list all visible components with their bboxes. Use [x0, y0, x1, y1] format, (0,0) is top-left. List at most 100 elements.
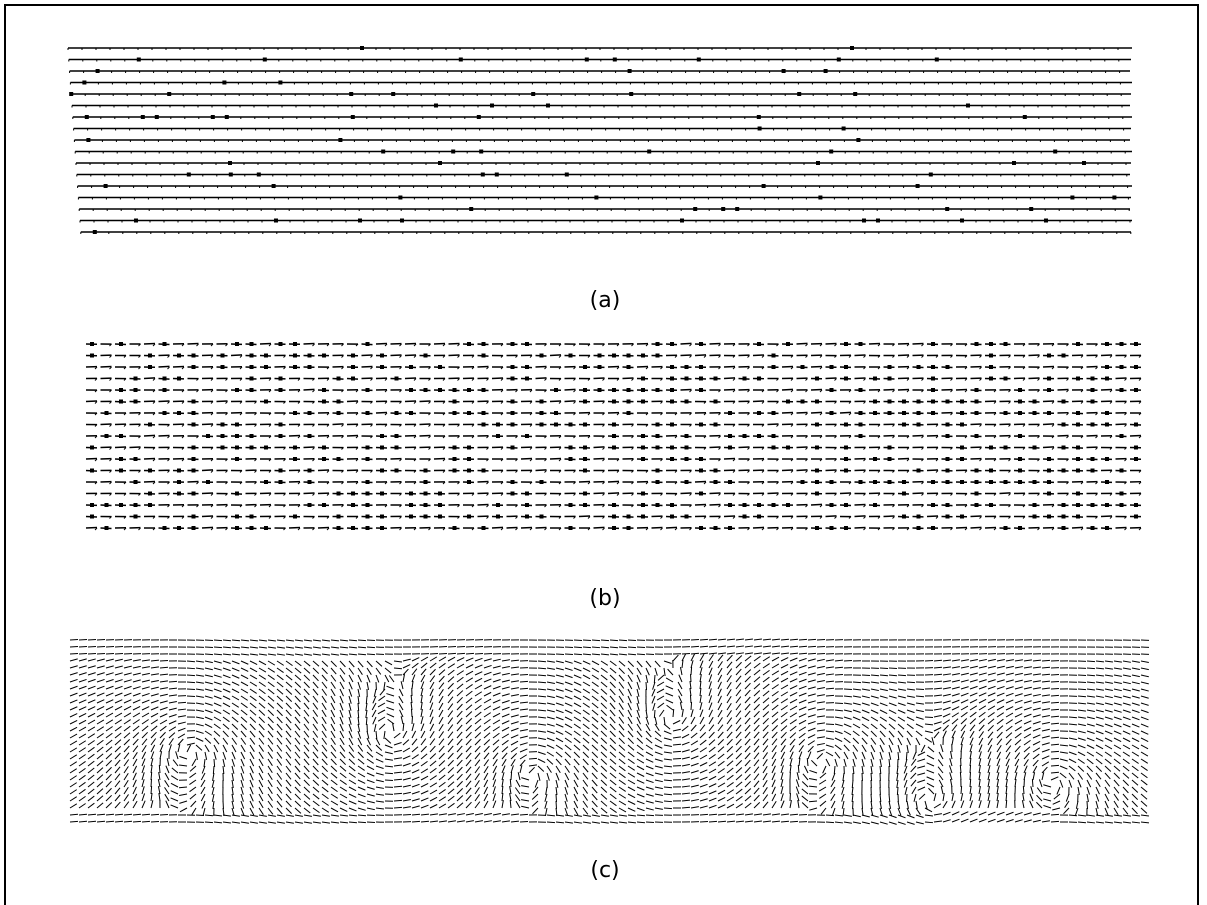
vector-head: [1124, 401, 1127, 404]
vector-head: [210, 447, 214, 450]
flow-vector: [573, 646, 583, 649]
panel-c: [60, 628, 1160, 843]
flow-vector: [699, 667, 703, 676]
flow-vector: [1014, 699, 1023, 704]
vector-dot: [974, 342, 979, 346]
vector-head: [921, 447, 924, 450]
vector-head: [660, 401, 663, 404]
flow-vector: [679, 667, 683, 676]
flow-vector: [618, 681, 625, 689]
vector-head: [718, 447, 721, 450]
flow-vector: [357, 695, 360, 704]
vector-head: [776, 470, 779, 473]
vector-head: [384, 504, 388, 508]
vector-dot: [206, 434, 210, 438]
vector-head: [326, 470, 330, 473]
flow-vector: [888, 695, 897, 699]
vector-head: [225, 527, 228, 531]
flow-vector: [699, 680, 702, 690]
vector-dot: [815, 445, 819, 450]
flow-vector: [771, 690, 779, 697]
vector-dot: [960, 411, 964, 415]
vector-dot: [191, 353, 196, 358]
flow-vector: [420, 681, 425, 690]
flow-vector: [906, 681, 916, 684]
vector-dot: [278, 468, 283, 473]
flow-vector: [591, 646, 601, 649]
vector-head: [819, 504, 823, 508]
vector-dot: [365, 526, 370, 530]
vector-head: [805, 424, 808, 427]
flow-vector: [744, 652, 753, 655]
vector-head: [399, 343, 402, 347]
flow-vector: [1014, 659, 1023, 662]
vector-dot: [510, 376, 515, 381]
vector-head: [109, 366, 112, 370]
flow-vector: [996, 679, 1005, 683]
flow-vector: [267, 695, 275, 702]
flow-vector: [708, 654, 714, 662]
vector-dot: [945, 434, 950, 438]
vector-dot: [380, 526, 384, 530]
flow-vector: [249, 653, 258, 656]
vector-dot: [1090, 468, 1095, 473]
vector-head: [616, 458, 620, 462]
flow-vector: [456, 652, 466, 655]
vector-head: [210, 366, 214, 370]
vector-head: [906, 435, 910, 439]
vector-head: [254, 493, 257, 496]
vector-dot: [612, 422, 616, 427]
vector-dot: [655, 388, 660, 392]
vector-head: [297, 401, 301, 404]
vector-head: [326, 343, 330, 347]
vector-head: [1095, 343, 1098, 347]
vector-dot: [1090, 503, 1095, 507]
vector-dot: [1018, 480, 1022, 484]
vector-dot: [481, 422, 486, 427]
vector-head: [167, 516, 170, 519]
vector-head: [1037, 424, 1040, 427]
vector-dot: [338, 138, 343, 142]
vector-head: [268, 378, 272, 381]
vector-dot: [262, 57, 267, 62]
flow-vector: [330, 653, 339, 656]
vector-head: [964, 355, 968, 358]
flow-vector: [114, 685, 123, 690]
flow-vector: [258, 639, 268, 642]
flow-vector: [1041, 687, 1051, 690]
vector-head: [181, 343, 185, 347]
vector-dot: [902, 514, 906, 519]
flow-vector: [483, 691, 492, 697]
vector-dot: [469, 207, 474, 211]
flow-vector: [1095, 681, 1104, 684]
vector-head: [341, 424, 344, 427]
vector-head: [892, 424, 895, 427]
vector-head: [210, 470, 214, 473]
vector-head: [413, 355, 417, 358]
flow-vector: [438, 662, 446, 669]
vector-head: [877, 366, 881, 370]
vector-head: [384, 412, 388, 416]
vector-head: [1037, 389, 1040, 393]
vector-head: [703, 504, 707, 508]
flow-vector: [276, 681, 284, 688]
flow-vector: [267, 646, 276, 649]
vector-dot: [480, 172, 485, 177]
vector-dot: [680, 218, 684, 223]
flow-vector: [897, 695, 906, 699]
vector-head: [602, 435, 605, 439]
flow-vector: [546, 667, 555, 670]
vector-dot: [525, 434, 529, 438]
flow-vector: [150, 693, 159, 697]
vector-dot: [902, 422, 906, 427]
flow-vector: [573, 695, 582, 701]
vector-head: [370, 435, 373, 439]
flow-vector: [582, 639, 592, 642]
vector-dash: [752, 400, 765, 403]
vector-head: [138, 493, 141, 496]
vector-dot: [249, 445, 254, 450]
vector-head: [790, 527, 794, 531]
vector-dash: [201, 526, 214, 529]
vector-dot: [351, 353, 355, 358]
vector-head: [1051, 447, 1055, 450]
